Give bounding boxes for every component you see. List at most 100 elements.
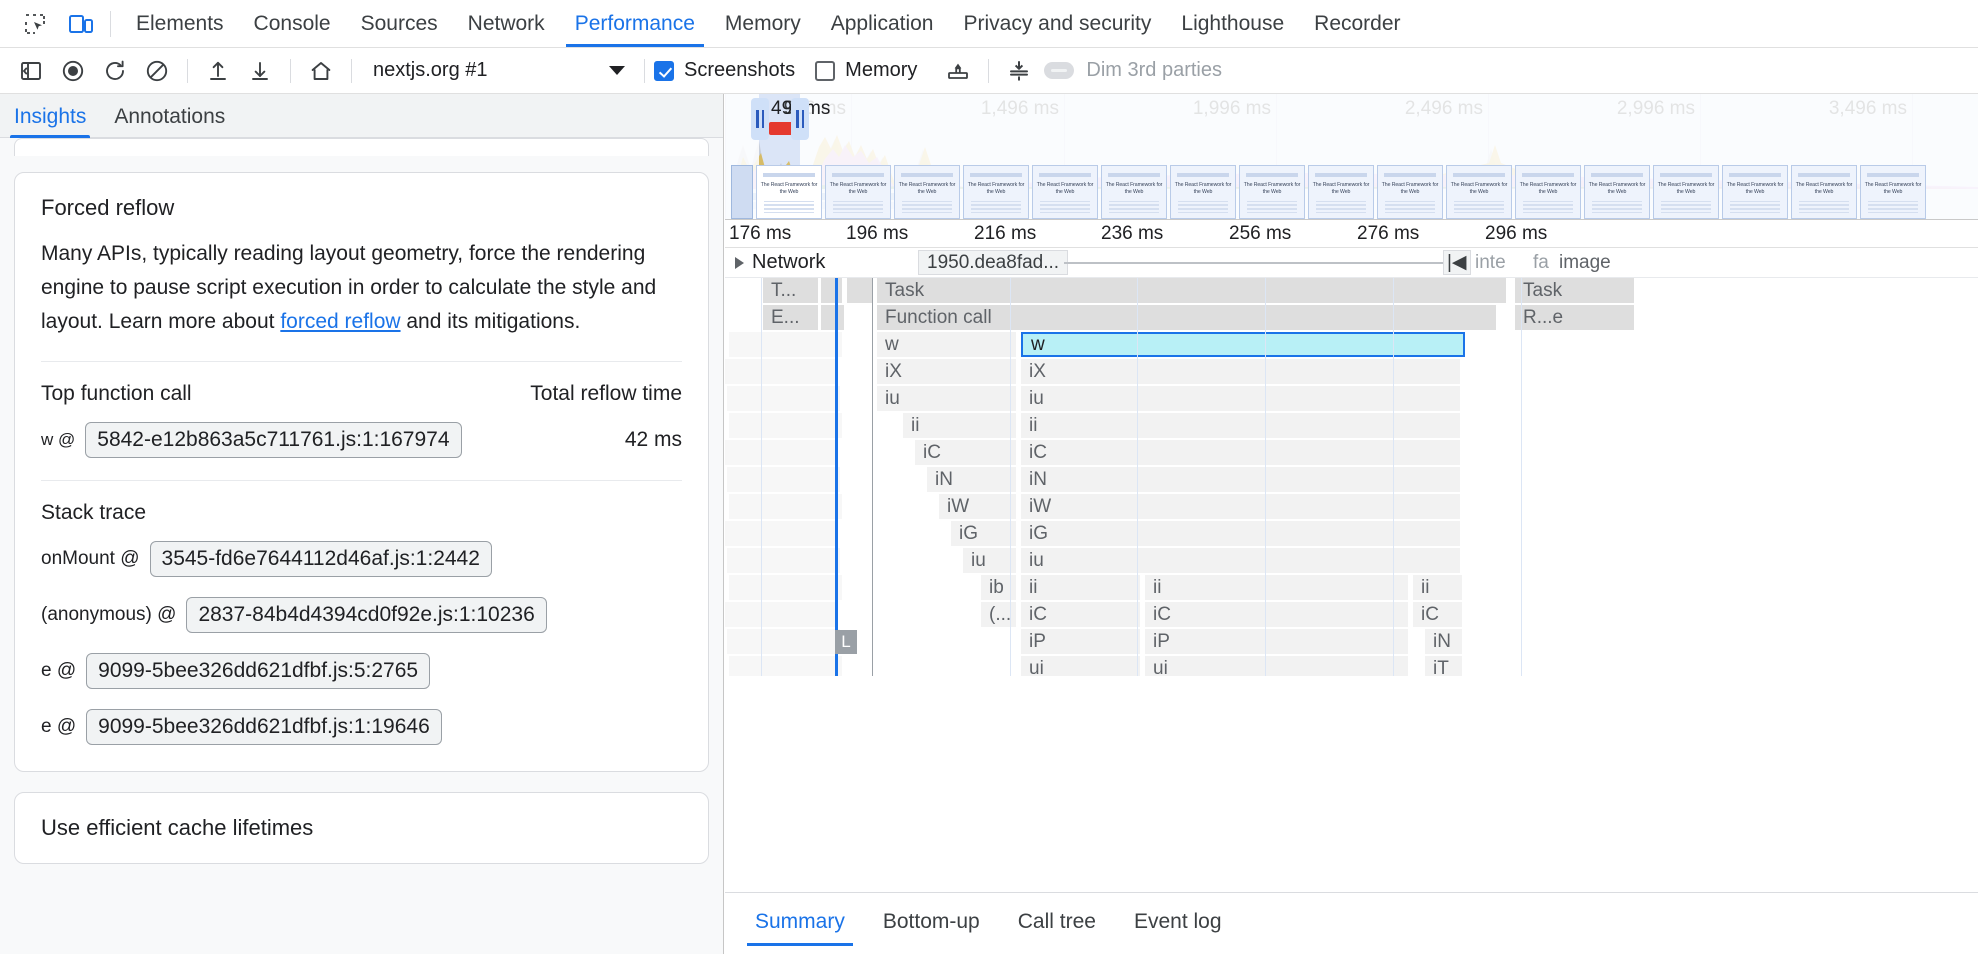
flame-block[interactable]: Task <box>877 278 1507 303</box>
screenshot-thumb[interactable]: The React Framework for the Web <box>894 165 960 219</box>
flame-block[interactable] <box>834 413 843 438</box>
screenshot-thumb[interactable]: The React Framework for the Web <box>1860 165 1926 219</box>
screenshot-thumb[interactable]: The React Framework for the Web <box>825 165 891 219</box>
insights-scroll-area[interactable]: Forced reflow Many APIs, typically readi… <box>0 138 723 954</box>
flame-block[interactable]: iX <box>1021 359 1461 384</box>
tab-lighthouse[interactable]: Lighthouse <box>1166 1 1299 47</box>
flame-block[interactable]: ii <box>1021 413 1461 438</box>
tab-insights[interactable]: Insights <box>0 106 100 138</box>
tab-network[interactable]: Network <box>453 1 560 47</box>
flame-block[interactable]: Function call <box>877 305 1497 330</box>
screenshot-thumb[interactable]: The React Framework for the Web <box>1515 165 1581 219</box>
tab-summary[interactable]: Summary <box>739 902 861 946</box>
load-profile-icon[interactable] <box>197 51 239 91</box>
top-function-location-chip[interactable]: 5842-e12b863a5c711761.js:1:167974 <box>85 422 462 459</box>
flame-block[interactable] <box>834 332 843 357</box>
screenshot-thumb[interactable]: The React Framework for the Web <box>756 165 822 219</box>
trace-select[interactable]: nextjs.org #1 <box>361 55 635 87</box>
toggle-sidebar-button[interactable] <box>10 51 52 91</box>
overview-right-handle[interactable] <box>791 98 809 140</box>
flame-block[interactable] <box>821 305 845 330</box>
tab-annotations[interactable]: Annotations <box>100 106 239 137</box>
flame-block[interactable]: (... <box>981 602 1017 627</box>
flame-block[interactable]: ii <box>1021 575 1141 600</box>
collapse-function-icon[interactable] <box>998 51 1040 91</box>
forced-reflow-link[interactable]: forced reflow <box>280 310 401 334</box>
flame-block[interactable]: ui <box>1145 656 1409 676</box>
flame-block[interactable]: iC <box>1145 602 1409 627</box>
flame-block[interactable]: iC <box>1021 440 1461 465</box>
screenshot-thumb[interactable] <box>731 165 753 219</box>
tab-recorder[interactable]: Recorder <box>1299 1 1415 47</box>
network-track[interactable]: Network 1950.dea8fad... |◀ inte fa image <box>725 248 1978 278</box>
screenshot-filmstrip[interactable]: The React Framework for the Web The Reac… <box>725 161 1978 219</box>
flame-block[interactable]: w <box>1021 332 1465 357</box>
flame-block[interactable] <box>821 278 843 303</box>
network-request-chip[interactable]: fa <box>1533 251 1549 273</box>
flame-block[interactable] <box>830 359 839 384</box>
stack-location-chip[interactable]: 2837-84b4d4394cd0f92e.js:1:10236 <box>186 597 547 634</box>
clear-button[interactable] <box>136 51 178 91</box>
flame-block[interactable]: iW <box>939 494 1017 519</box>
flame-block[interactable] <box>834 656 843 676</box>
network-track-header[interactable]: Network <box>735 251 825 274</box>
screenshot-thumb[interactable]: The React Framework for the Web <box>1308 165 1374 219</box>
flame-block[interactable]: iC <box>915 440 1017 465</box>
inspect-element-icon[interactable] <box>12 2 58 46</box>
tab-sources[interactable]: Sources <box>346 1 453 47</box>
dim-3rd-parties-toggle[interactable]: Dim 3rd parties <box>1044 59 1222 82</box>
screenshot-thumb[interactable]: The React Framework for the Web <box>1791 165 1857 219</box>
tab-application[interactable]: Application <box>816 1 949 47</box>
flame-block[interactable]: ii <box>1413 575 1463 600</box>
screenshot-thumb[interactable]: The React Framework for the Web <box>1722 165 1788 219</box>
stack-location-chip[interactable]: 9099-5bee326dd621dfbf.js:1:19646 <box>86 709 442 746</box>
flame-block[interactable]: iN <box>1021 467 1461 492</box>
tab-memory[interactable]: Memory <box>710 1 816 47</box>
flame-block[interactable]: iP <box>1021 629 1141 654</box>
record-button[interactable] <box>52 51 94 91</box>
stack-location-chip[interactable]: 9099-5bee326dd621dfbf.js:5:2765 <box>86 653 431 690</box>
screenshot-thumb[interactable]: The React Framework for the Web <box>1377 165 1443 219</box>
screenshot-thumb[interactable]: The React Framework for the Web <box>1239 165 1305 219</box>
flame-block[interactable]: ib <box>981 575 1017 600</box>
tab-console[interactable]: Console <box>239 1 346 47</box>
flame-block[interactable]: T... <box>763 278 819 303</box>
flame-block[interactable] <box>847 278 873 303</box>
flame-block[interactable]: w <box>877 332 1017 357</box>
flame-block[interactable]: ii <box>903 413 1017 438</box>
cpu-throttle-icon[interactable] <box>937 51 979 91</box>
long-task-marker[interactable]: L <box>835 630 857 654</box>
home-button[interactable] <box>300 51 342 91</box>
flame-chart[interactable]: L T... Task Task E... Function call R...e w w iX… <box>725 278 1978 676</box>
flame-block[interactable]: ui <box>1021 656 1141 676</box>
flame-block[interactable]: iu <box>963 548 1017 573</box>
flame-block[interactable]: iu <box>1021 548 1461 573</box>
screenshot-thumb[interactable]: The React Framework for the Web <box>1584 165 1650 219</box>
network-request-chip[interactable]: 1950.dea8fad... <box>918 250 1069 275</box>
tab-bottom-up[interactable]: Bottom-up <box>867 902 996 946</box>
screenshot-thumb[interactable]: The React Framework for the Web <box>1653 165 1719 219</box>
flame-block[interactable]: iN <box>927 467 1017 492</box>
flame-block[interactable]: iu <box>877 386 1017 411</box>
network-request-chip[interactable]: inte <box>1475 251 1506 273</box>
flame-block[interactable]: iC <box>1021 602 1141 627</box>
flame-block[interactable]: iG <box>951 521 1017 546</box>
network-request-marker[interactable]: |◀ <box>1443 250 1471 275</box>
tab-call-tree[interactable]: Call tree <box>1002 902 1112 946</box>
cache-lifetimes-insight-card[interactable]: Use efficient cache lifetimes <box>14 792 709 865</box>
timeline-overview[interactable]: 996 ms 1,496 ms 1,996 ms 2,496 ms 2,996 … <box>725 94 1978 220</box>
screenshot-thumb[interactable]: The React Framework for the Web <box>1170 165 1236 219</box>
flame-block[interactable]: iu <box>1021 386 1461 411</box>
screenshots-checkbox[interactable]: Screenshots <box>654 59 795 82</box>
flame-block[interactable]: ii <box>1145 575 1409 600</box>
flame-block[interactable] <box>830 521 839 546</box>
flame-block[interactable]: iP <box>1145 629 1409 654</box>
screenshot-thumb[interactable]: The React Framework for the Web <box>1446 165 1512 219</box>
screenshot-thumb[interactable]: The React Framework for the Web <box>1101 165 1167 219</box>
reload-and-record-button[interactable] <box>94 51 136 91</box>
tab-privacy-and-security[interactable]: Privacy and security <box>948 1 1166 47</box>
memory-checkbox[interactable]: Memory <box>815 59 917 82</box>
flame-block[interactable]: iW <box>1021 494 1461 519</box>
flame-block[interactable]: iX <box>877 359 1017 384</box>
insight-collapsed-stub[interactable] <box>14 138 709 156</box>
